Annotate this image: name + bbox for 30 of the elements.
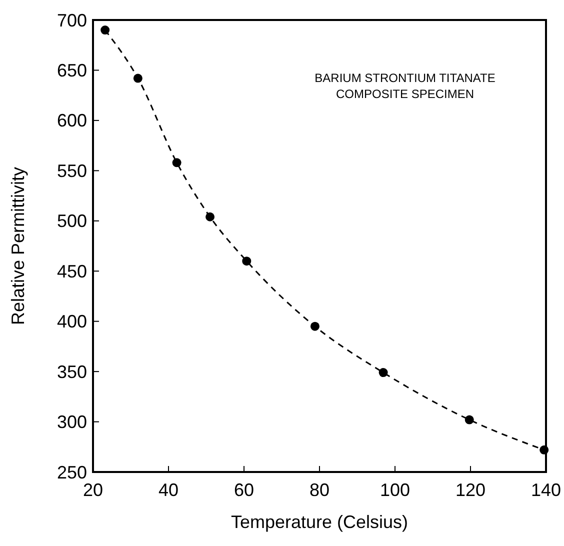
x-tick-label: 20	[82, 480, 104, 500]
y-tick-label: 300	[56, 412, 87, 432]
point	[310, 322, 320, 331]
x-tick-label: 80	[309, 480, 330, 500]
y-tick-label: 600	[56, 110, 87, 131]
y-tick-label: 400	[56, 312, 87, 332]
x-tick-label: 140	[530, 480, 562, 500]
y-tick-label: 350	[56, 362, 87, 382]
point	[540, 445, 549, 454]
y-tick-label: 650	[56, 60, 87, 81]
y-tick-label: 700	[56, 10, 87, 30]
point	[378, 368, 388, 378]
x-tick-label: 40	[158, 480, 179, 500]
point	[242, 256, 252, 266]
point	[206, 212, 215, 222]
annotation: COMPOSITE SPECIMEN	[336, 87, 474, 101]
point	[100, 26, 110, 35]
point	[464, 415, 474, 424]
x-tick-label: 100	[380, 480, 410, 500]
x-tick-label: 60	[234, 480, 254, 500]
point	[172, 158, 182, 168]
y-tick-label: 250	[56, 462, 87, 482]
y-tick-label: 500	[56, 211, 87, 232]
y-tick-label: 550	[56, 160, 87, 181]
point	[133, 74, 142, 83]
x-axis-title: Temperature (Celsius)	[230, 512, 408, 532]
y-axis-title: Relative Permittivity	[8, 166, 28, 326]
annotation: BARIUM STRONTIUM TITANATE	[314, 71, 496, 85]
x-tick-label: 120	[455, 480, 486, 500]
y-tick-label: 450	[56, 261, 87, 282]
